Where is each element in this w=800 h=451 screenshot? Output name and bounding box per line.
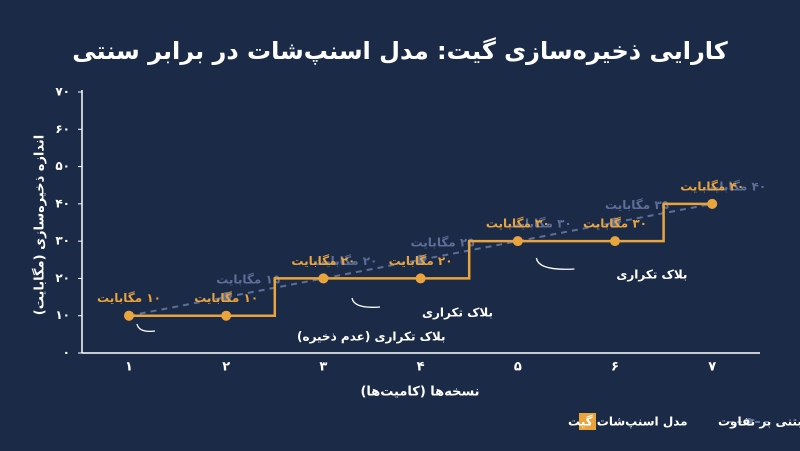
data-point — [512, 236, 523, 247]
value-label: ۳۰ مگابایت — [486, 217, 550, 231]
data-point — [221, 310, 232, 321]
value-label: ۲۵ مگابایت — [411, 235, 475, 249]
y-tick-label: ۳۰ — [55, 234, 70, 248]
data-point — [415, 273, 426, 284]
y-tick-label: ۴۰ — [55, 196, 70, 210]
x-tick-label: ۳ — [319, 360, 327, 375]
y-tick-label: ۷۰ — [55, 85, 70, 99]
data-point — [124, 310, 134, 321]
x-tick-label: ۲ — [222, 360, 230, 375]
value-label: ۳۰ مگابایت — [583, 217, 647, 231]
x-axis-label: نسخه‌ها (کامیت‌ها) — [360, 385, 479, 400]
value-label: ۱۵ مگابایت — [216, 273, 280, 287]
value-label: ۱۰ مگابایت — [97, 291, 161, 305]
annotation: بلاک تکراری — [422, 306, 493, 320]
x-tick-label: ۶ — [611, 360, 619, 375]
value-label: ۴۰ مگابایت — [702, 179, 766, 193]
legend-label: مدل سنتی مبتنی بر تفاوت — [718, 415, 800, 430]
annotation-arrow — [351, 297, 381, 308]
data-point — [318, 273, 329, 284]
data-point — [221, 292, 232, 303]
data-point — [707, 198, 718, 209]
legend-swatch — [579, 413, 596, 430]
annotation-arrow — [535, 257, 575, 270]
y-tick-label: ۱۰ — [55, 308, 70, 322]
legend-label: مدل اسنپ‌شات گیت — [568, 415, 688, 429]
y-axis-label: اندازه ذخیره‌سازی (مگابایت) — [32, 135, 48, 315]
x-tick-label: ۴ — [417, 360, 425, 375]
value-label: ۴۰ مگابایت — [680, 179, 744, 193]
value-label: ۳۵ مگابایت — [605, 198, 669, 212]
x-tick-label: ۷ — [708, 360, 716, 375]
x-tick-label: ۵ — [514, 360, 522, 375]
data-point — [610, 236, 620, 247]
y-tick-label: ۰ — [63, 346, 70, 360]
data-point — [415, 254, 426, 265]
x-tick-label: ۱ — [125, 360, 133, 375]
y-tick-label: ۶۰ — [55, 122, 70, 136]
data-point — [610, 217, 620, 228]
annotation-arrow — [136, 323, 156, 332]
y-tick-label: ۲۰ — [55, 271, 70, 285]
value-label: ۲۰ مگابایت — [389, 254, 453, 268]
value-label: ۲۰ مگابایت — [313, 254, 377, 268]
y-tick-label: ۵۰ — [55, 159, 70, 173]
annotation: بلاک تکراری — [616, 268, 687, 282]
legend-swatch-dot — [745, 418, 753, 426]
value-label: ۳۰ مگابایت — [508, 217, 572, 231]
chart-title: کارایی ذخیره‌سازی گیت: مدل اسنپ‌شات در ب… — [72, 37, 728, 65]
step-line — [226, 277, 324, 317]
step-line — [420, 239, 518, 280]
value-label: ۱۰ مگابایت — [194, 291, 258, 305]
annotation: بلاک تکراری (عدم ذخیره) — [297, 330, 446, 345]
value-label: ۲۰ مگابایت — [291, 254, 355, 268]
step-line — [615, 202, 713, 243]
